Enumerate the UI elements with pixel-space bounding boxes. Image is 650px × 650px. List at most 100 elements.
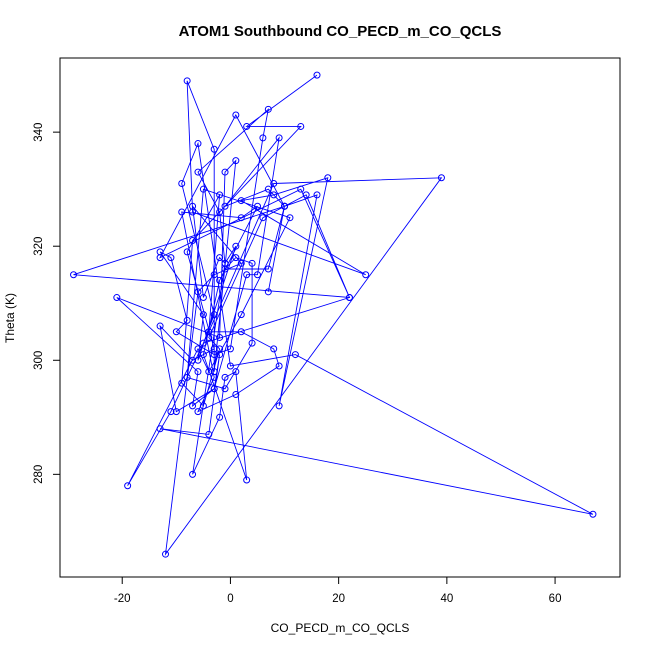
data-point (205, 328, 213, 336)
y-tick-label: 320 (33, 237, 45, 256)
data-point (216, 413, 224, 421)
data-point (113, 294, 121, 302)
data-point (313, 71, 321, 79)
data-point (178, 208, 186, 216)
data-point (216, 276, 224, 284)
data-point (199, 339, 207, 347)
series-line (73, 74, 594, 556)
data-point (232, 242, 240, 250)
y-tick-label: 280 (33, 465, 45, 484)
data-point (286, 214, 294, 222)
data-point (232, 111, 240, 119)
data-point (302, 191, 310, 199)
data-point (270, 345, 278, 353)
data-point (172, 408, 180, 416)
data-point (237, 328, 245, 336)
data-point (275, 362, 283, 370)
plot-frame (59, 57, 621, 578)
data-point (189, 402, 197, 410)
data-point (189, 237, 197, 245)
data-point (210, 351, 218, 359)
x-axis-label: CO_PECD_m_CO_QCLS (271, 621, 410, 635)
data-point (232, 368, 240, 376)
data-point (210, 311, 218, 319)
y-tick-label: 300 (33, 351, 45, 370)
data-point (156, 425, 164, 433)
data-point (324, 174, 332, 182)
data-point (194, 345, 202, 353)
data-point (194, 140, 202, 148)
data-point (210, 271, 218, 279)
data-point (194, 368, 202, 376)
data-point (221, 373, 229, 381)
data-point (167, 408, 175, 416)
data-point (189, 356, 197, 364)
data-point (156, 322, 164, 330)
data-point (589, 510, 597, 518)
data-point (194, 356, 202, 364)
data-point (124, 482, 132, 490)
data-series (70, 71, 597, 558)
data-point (162, 550, 170, 558)
data-point (189, 208, 197, 216)
data-point (248, 259, 256, 267)
data-point (199, 185, 207, 193)
data-point (221, 385, 229, 393)
data-point (264, 288, 272, 296)
data-point (313, 191, 321, 199)
x-tick-label: -20 (114, 593, 131, 605)
data-point (270, 179, 278, 187)
data-point (216, 333, 224, 341)
data-point (178, 179, 186, 187)
data-point (189, 470, 197, 478)
data-point (216, 254, 224, 262)
data-point (264, 185, 272, 193)
data-point (345, 294, 353, 302)
data-point (194, 168, 202, 176)
data-point (243, 476, 251, 484)
x-tick-label: 40 (440, 593, 453, 605)
data-point (237, 311, 245, 319)
data-point (199, 351, 207, 359)
data-point (259, 134, 267, 142)
data-point (297, 122, 305, 130)
data-point (205, 368, 213, 376)
data-point (210, 368, 218, 376)
data-point (156, 254, 164, 262)
data-point (226, 345, 234, 353)
data-point (183, 373, 191, 381)
data-point (226, 362, 234, 370)
data-point (221, 202, 229, 210)
x-tick-label: 0 (227, 593, 233, 605)
data-point (248, 339, 256, 347)
data-point (210, 145, 218, 153)
data-point (275, 402, 283, 410)
x-tick-label: 60 (549, 593, 562, 605)
x-axis: -20 0 20 40 60 (114, 577, 562, 605)
data-point (291, 351, 299, 359)
data-point (362, 271, 370, 279)
data-point (221, 168, 229, 176)
data-point (183, 248, 191, 256)
data-point (237, 259, 245, 267)
data-point (264, 265, 272, 273)
data-point (178, 379, 186, 387)
data-point (437, 174, 445, 182)
data-point (183, 77, 191, 85)
y-tick-label: 340 (33, 123, 45, 142)
data-point (253, 202, 261, 210)
data-point (216, 208, 224, 216)
data-point (199, 311, 207, 319)
data-point (221, 265, 229, 273)
data-point (270, 191, 278, 199)
data-point (232, 254, 240, 262)
data-point (232, 390, 240, 398)
data-point (172, 328, 180, 336)
data-point (237, 214, 245, 222)
data-point (281, 202, 289, 210)
y-axis-label: Theta (K) (3, 293, 17, 343)
data-point (216, 351, 224, 359)
x-tick-label: 20 (332, 593, 345, 605)
data-point (264, 105, 272, 113)
